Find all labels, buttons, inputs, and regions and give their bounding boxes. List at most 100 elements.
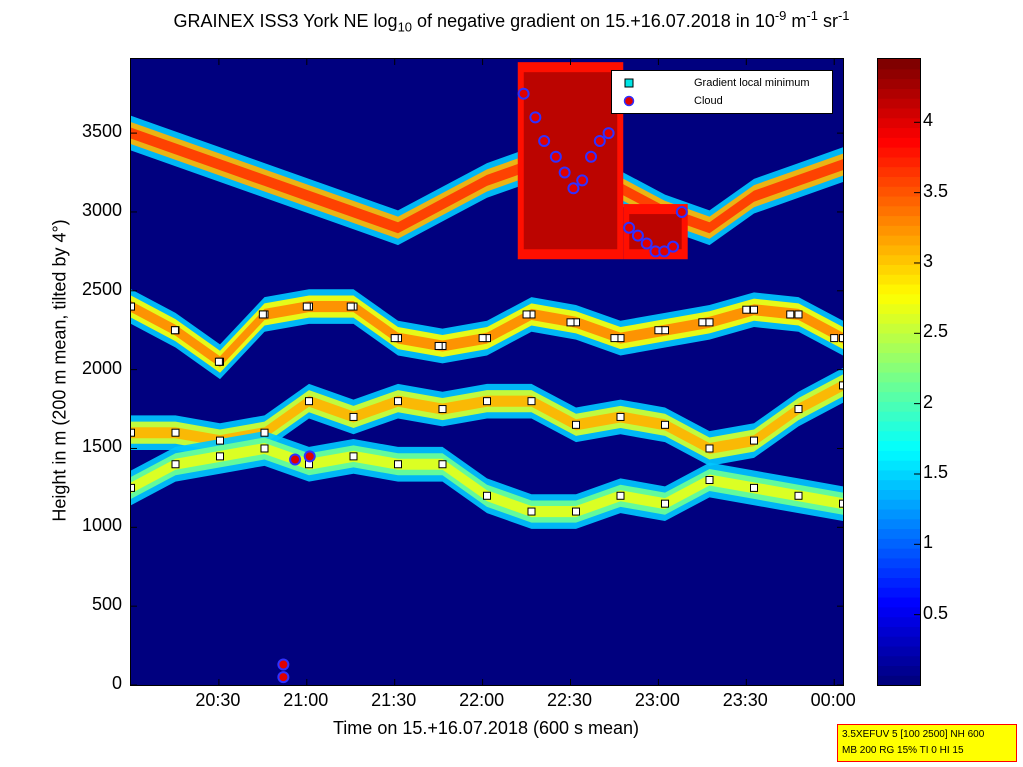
y-tick-label: 2500 [82, 278, 123, 299]
aerosol-band-aerosol_layer_mid [531, 395, 576, 431]
gradient-minimum-marker [705, 318, 714, 327]
aerosol-band-upper_cloud_deck [220, 159, 265, 186]
colorbar-segment [878, 675, 920, 686]
gradient-minimum-marker [302, 302, 311, 311]
cloud-point-marker [585, 150, 598, 163]
gradient-minimum-marker [610, 334, 619, 343]
colorbar-segment [878, 332, 920, 344]
gradient-minimum-marker [171, 428, 180, 437]
aerosol-band-upper_cloud_deck [709, 190, 754, 234]
cloud-point-marker [303, 450, 316, 463]
colorbar-segment [878, 430, 920, 442]
colorbar-segment [878, 186, 920, 197]
gradient-minimum-marker [170, 326, 179, 335]
gradient-minimum-marker [478, 334, 487, 343]
colorbar-segment [878, 205, 920, 217]
cloud-point-marker [558, 166, 571, 179]
cloud-point-marker [658, 245, 671, 258]
gradient-minimum-marker [483, 397, 491, 406]
heatmap-background [131, 59, 843, 685]
aerosol-band-aerosol_layer_low [754, 482, 799, 502]
cloud-marker-icon [612, 95, 646, 107]
x-tick-label: 23:30 [722, 690, 768, 710]
gradient-minimum-marker [434, 341, 443, 350]
gradient-minimum-marker [527, 397, 536, 406]
cloud-point-marker [640, 237, 653, 250]
gradient-minimum-marker [794, 491, 803, 500]
gradient-minimum-marker [349, 452, 358, 461]
gradient-minimum-marker [305, 397, 313, 406]
x-tick-label: 00:00 [810, 690, 856, 710]
colorbar-tick-label: 2 [923, 391, 934, 412]
colorbar-segment [878, 567, 920, 579]
gradient-minimum-marker [616, 412, 625, 421]
x-axis-label: Time on 15.+16.07.2018 (600 s mean) [332, 718, 640, 738]
gradient-minimum-marker [258, 310, 267, 319]
aerosol-band-aerosol_layer_top [175, 324, 220, 368]
colorbar-segment [878, 645, 920, 657]
legend-entry-minimum: Gradient local minimum [612, 75, 810, 91]
aerosol-band-aerosol_layer_mid [264, 395, 309, 439]
aerosol-band-aerosol_layer_mid [709, 435, 754, 454]
colorbar-segment [878, 636, 920, 647]
aerosol-band-aerosol_layer_top [309, 301, 354, 313]
cloud-point-marker [277, 671, 290, 684]
aerosol-band-aerosol_layer_low [353, 450, 398, 470]
cloud-point-marker [593, 134, 606, 147]
gradient-minimum-marker [750, 483, 758, 492]
aerosol-band-upper_cloud_deck [353, 206, 398, 234]
cloud-point-marker [675, 205, 688, 218]
gradient-minimum-marker [522, 310, 531, 319]
aerosol-band-aerosol_layer_mid [487, 395, 532, 407]
colorbar-segment [878, 538, 920, 549]
gradient-minimum-marker [216, 452, 224, 461]
y-tick-label: 1000 [82, 515, 123, 536]
colorbar-segment [878, 372, 920, 383]
colorbar-segment [878, 352, 920, 363]
gradient-minimum-marker [438, 405, 447, 414]
aerosol-band-aerosol_layer_top [131, 301, 176, 336]
aerosol-band-aerosol_layer_low [487, 490, 532, 518]
aerosol-band-aerosol_layer_top [220, 308, 265, 368]
gradient-minimum-marker [839, 334, 843, 343]
aerosol-band-upper_cloud_deck [309, 190, 354, 218]
gradient-minimum-marker [750, 305, 758, 314]
colorbar-segment [878, 606, 920, 618]
aerosol-band-aerosol_layer_top [442, 332, 487, 352]
colorbar-segment [878, 596, 920, 608]
colorbar-segment [878, 479, 920, 490]
aerosol-band-upper_cloud_deck [175, 143, 220, 171]
gradient-minimum-marker [698, 318, 707, 327]
legend: Gradient local minimum Cloud [611, 70, 833, 114]
aerosol-band-aerosol_layer_low [531, 506, 576, 518]
aerosol-band-aerosol_layer_top [620, 324, 665, 344]
colorbar-segment [878, 88, 920, 99]
colorbar-segment [878, 254, 920, 266]
y-tick-label: 3500 [82, 121, 123, 142]
gradient-minimum-marker [349, 412, 358, 421]
x-tick-label: 22:00 [459, 690, 505, 710]
aerosol-band-aerosol_layer_mid [398, 395, 443, 415]
aerosol-band-aerosol_layer_top [531, 308, 576, 328]
gradient-minimum-marker [527, 507, 536, 516]
colorbar-segment [878, 107, 920, 119]
square-marker-icon [612, 78, 646, 88]
aerosol-band-aerosol_layer_top [576, 316, 621, 344]
gradient-minimum-marker [616, 491, 625, 500]
colorbar-segment [878, 626, 920, 637]
colorbar-segment [878, 225, 920, 236]
colorbar-segment [878, 489, 920, 500]
colorbar-segment [878, 156, 920, 168]
colorbar-segment [878, 117, 920, 129]
x-tick-label: 22:30 [546, 690, 593, 710]
gradient-minimum-marker [438, 460, 447, 469]
colorbar-segment [878, 274, 920, 285]
colorbar-segment [878, 98, 920, 109]
info-line-1: 3.5XEFUV 5 [100 2500] NH 600 [842, 729, 985, 740]
plot-area [130, 58, 844, 686]
gradient-minimum-marker [566, 318, 575, 327]
colorbar-segment [878, 235, 920, 246]
aerosol-band-aerosol_layer_low [798, 490, 843, 510]
colorbar-segment [878, 450, 920, 461]
colorbar-segment [878, 68, 920, 80]
